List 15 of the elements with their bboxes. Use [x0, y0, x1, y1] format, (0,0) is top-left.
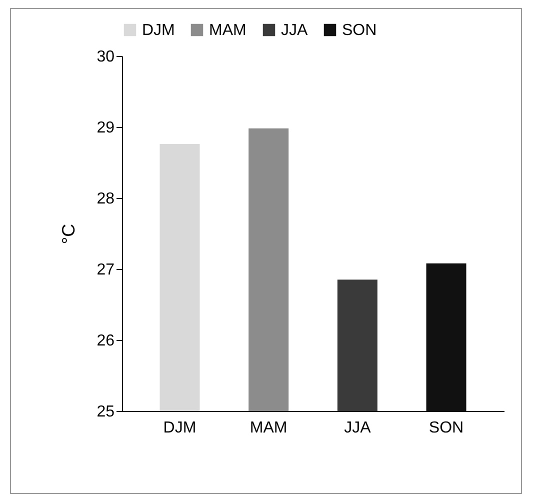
- x-tick-label: DJM: [163, 420, 196, 436]
- y-tick-label: 29: [96, 120, 115, 136]
- y-tick-label: 25: [96, 404, 115, 420]
- legend-label: MAM: [209, 22, 246, 39]
- x-tick-label: MAM: [250, 420, 288, 436]
- legend-label: DJM: [142, 22, 175, 39]
- y-axis-title: °C: [58, 224, 79, 244]
- legend-label: SON: [342, 22, 377, 39]
- y-tick-label: 26: [96, 332, 115, 350]
- y-tick-label: 28: [96, 190, 115, 208]
- y-tick-label: 30: [96, 48, 115, 66]
- y-tick-label: 27: [96, 262, 115, 278]
- legend-label: JJA: [281, 22, 308, 39]
- x-tick-label: JJA: [344, 420, 372, 436]
- x-tick-label: SON: [428, 420, 464, 436]
